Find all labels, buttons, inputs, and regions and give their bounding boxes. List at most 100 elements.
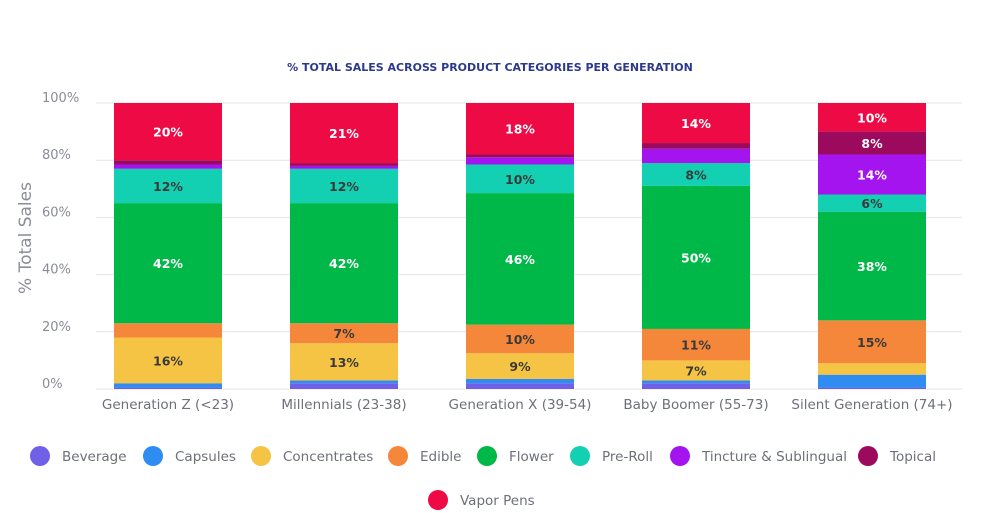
- legend-swatch: [388, 446, 408, 466]
- data-label: 12%: [153, 179, 183, 194]
- legend-swatch: [570, 446, 590, 466]
- bar-segment: [642, 185, 750, 329]
- data-label: 10%: [857, 110, 887, 125]
- legend-label: Vapor Pens: [460, 493, 535, 509]
- data-labels: 16% 42% 12% 20% 13% 7% 42% 12% 21% 9% 10% 46% 10% 18%…: [153, 110, 887, 378]
- bar-segment: [818, 374, 926, 388]
- bar-segment: [642, 148, 750, 164]
- bar-segment: [290, 343, 398, 381]
- data-label: 21%: [329, 126, 359, 141]
- x-tick-label: Baby Boomer (55-73): [623, 397, 768, 413]
- bar-segment: [466, 164, 574, 194]
- data-label: 10%: [505, 172, 535, 187]
- y-tick-label: 80%: [42, 148, 71, 163]
- bar-segment: [114, 383, 222, 388]
- bars: [114, 103, 926, 389]
- legend-label: Concentrates: [283, 449, 373, 465]
- legend-label: Flower: [509, 449, 554, 465]
- bar-segment: [818, 103, 926, 132]
- x-axis-ticks: Generation Z (<23) Millennials (23-38) Gen…: [102, 397, 953, 413]
- y-tick-label: 60%: [42, 205, 71, 220]
- data-label: 7%: [333, 326, 355, 341]
- bar-segment: [290, 163, 398, 166]
- data-label: 42%: [153, 256, 183, 271]
- data-label: 11%: [681, 338, 711, 353]
- data-label: 46%: [505, 252, 535, 267]
- legend-label: Capsules: [175, 449, 236, 465]
- y-tick-label: 100%: [42, 91, 79, 106]
- bar-segment: [818, 154, 926, 195]
- y-tick-label: 20%: [42, 320, 71, 335]
- bar-segment: [290, 203, 398, 324]
- y-tick-label: 0%: [42, 377, 63, 392]
- data-label: 13%: [329, 355, 359, 370]
- legend-label: Tincture & Sublingual: [701, 449, 847, 465]
- bar-segment: [466, 383, 574, 389]
- bar-segment: [114, 168, 222, 204]
- legend-label: Pre-Roll: [602, 449, 653, 465]
- bar-segment: [114, 337, 222, 384]
- legend-swatch: [428, 490, 448, 510]
- data-label: 6%: [861, 196, 883, 211]
- x-tick-label: Silent Generation (74+): [791, 397, 952, 413]
- bar-segment: [466, 154, 574, 158]
- legend-swatch: [670, 446, 690, 466]
- data-label: 15%: [857, 335, 887, 350]
- legend-label: Topical: [889, 449, 936, 465]
- chart-title: % TOTAL SALES ACROSS PRODUCT CATEGORIES …: [287, 61, 693, 74]
- data-label: 18%: [505, 122, 535, 137]
- bar-segment: [114, 160, 222, 165]
- x-tick-label: Generation Z (<23): [102, 397, 234, 413]
- bar-segment: [642, 380, 750, 384]
- bar-segment: [466, 324, 574, 354]
- legend-label: Beverage: [62, 449, 127, 465]
- bar-segment: [114, 323, 222, 338]
- bar-segment: [290, 103, 398, 164]
- bar-segment: [642, 360, 750, 381]
- bar-segment: [466, 353, 574, 379]
- data-label: 50%: [681, 250, 711, 265]
- bar-segment: [818, 211, 926, 321]
- data-label: 7%: [685, 363, 707, 378]
- bar-segment: [114, 103, 222, 161]
- data-label: 8%: [861, 136, 883, 151]
- bar-segment: [818, 363, 926, 375]
- data-label: 9%: [509, 359, 531, 374]
- legend-swatch: [858, 446, 878, 466]
- bar-segment: [642, 328, 750, 361]
- data-label: 14%: [681, 116, 711, 131]
- bar-segment: [466, 103, 574, 155]
- y-axis-label: % Total Sales: [16, 182, 36, 294]
- x-tick-label: Generation X (39-54): [449, 397, 592, 413]
- legend-label: Edible: [420, 449, 461, 465]
- bar-segment: [466, 157, 574, 165]
- bar-segment: [114, 164, 222, 169]
- x-tick-label: Millennials (23-38): [281, 397, 406, 413]
- bar-segment: [290, 323, 398, 344]
- bar-segment: [818, 194, 926, 212]
- legend-swatch: [143, 446, 163, 466]
- legend-swatch: [251, 446, 271, 466]
- data-label: 16%: [153, 353, 183, 368]
- data-label: 10%: [505, 332, 535, 347]
- bar-segment: [290, 380, 398, 384]
- bar-segment: [114, 203, 222, 324]
- bar-segment: [466, 193, 574, 325]
- y-tick-label: 40%: [42, 263, 71, 278]
- bar-segment: [466, 378, 574, 384]
- bar-segment: [818, 320, 926, 364]
- bar-segment: [290, 168, 398, 204]
- data-label: 12%: [329, 179, 359, 194]
- data-label: 38%: [857, 259, 887, 274]
- bar-segment: [642, 163, 750, 186]
- legend: Beverage Capsules Concentrates Edible Flower…: [30, 446, 936, 510]
- data-label: 14%: [857, 168, 887, 183]
- bar-segment: [642, 103, 750, 144]
- bar-segment: [114, 387, 222, 389]
- bar-segment: [642, 383, 750, 389]
- y-axis-ticks: 0% 20% 40% 60% 80% 100%: [42, 91, 79, 392]
- data-label: 42%: [329, 256, 359, 271]
- bar-segment: [642, 143, 750, 149]
- legend-swatch: [477, 446, 497, 466]
